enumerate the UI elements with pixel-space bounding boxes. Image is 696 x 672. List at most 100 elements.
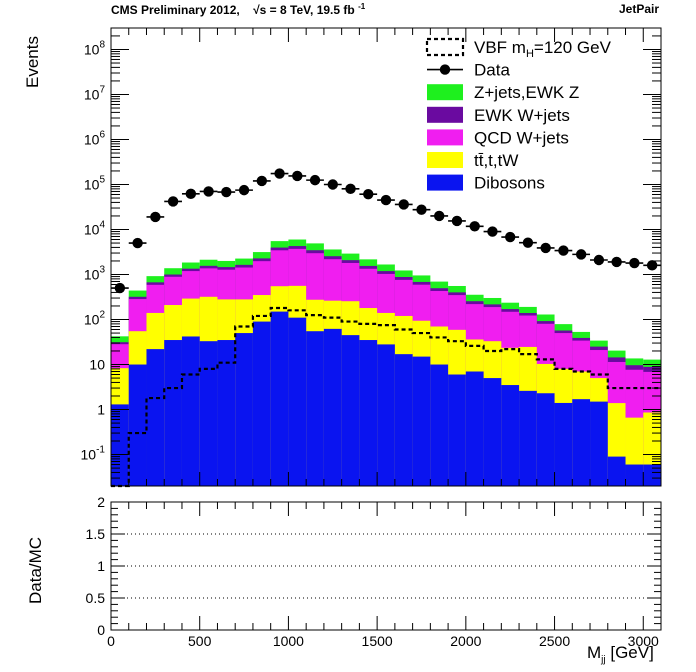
data-point-20 bbox=[469, 221, 480, 232]
data-point-11 bbox=[309, 174, 321, 186]
bar-0-9 bbox=[270, 311, 289, 486]
main-frame-layer bbox=[110, 27, 662, 487]
legend-swatch-6 bbox=[427, 174, 463, 191]
bar-0-27 bbox=[590, 401, 608, 486]
main-ytick-label-6: 105 bbox=[84, 174, 106, 192]
data-point-9 bbox=[274, 168, 285, 179]
bar-0-16 bbox=[394, 354, 413, 486]
legend-label-2: Z+jets,EWK Z bbox=[474, 83, 579, 102]
bar-0-1 bbox=[128, 364, 147, 486]
data-point-4 bbox=[185, 188, 197, 200]
main-plot-frame bbox=[110, 27, 662, 487]
main-ytick-label-2: 10 bbox=[89, 357, 105, 373]
data-points-layer bbox=[111, 168, 661, 294]
legend-swatch-3 bbox=[427, 106, 463, 123]
stacked-histogram-layer bbox=[111, 239, 661, 486]
bar-0-24 bbox=[536, 393, 555, 486]
bar-0-22 bbox=[501, 385, 520, 486]
ratio-ytick-label-2: 1 bbox=[97, 558, 105, 574]
bar-0-5 bbox=[199, 341, 218, 486]
legend-swatch-2 bbox=[427, 84, 463, 101]
data-point-5 bbox=[203, 186, 214, 197]
bar-0-12 bbox=[323, 328, 342, 486]
data-point-30 bbox=[646, 260, 658, 271]
bar-0-0 bbox=[111, 404, 129, 486]
data-point-18 bbox=[434, 210, 445, 222]
main-ytick-label-0: 10-1 bbox=[81, 445, 106, 463]
xtick-label-0: 0 bbox=[107, 633, 115, 649]
bar-0-11 bbox=[306, 331, 324, 486]
bar-0-25 bbox=[554, 402, 573, 486]
legend-label-6: Dibosons bbox=[474, 174, 545, 193]
header-energy-sup: -1 bbox=[358, 2, 366, 11]
ratio-ytick-label-0: 0 bbox=[97, 622, 105, 638]
data-point-13 bbox=[345, 183, 356, 195]
legend-swatch-5 bbox=[427, 152, 463, 168]
bar-0-2 bbox=[146, 349, 165, 486]
ratio-ytick-label-3: 1.5 bbox=[86, 526, 106, 542]
legend-label-1: Data bbox=[474, 61, 510, 80]
signal-series-line bbox=[111, 306, 661, 488]
header-energy: √s = 8 TeV, 19.5 fb bbox=[253, 3, 355, 17]
legend-swatch-0 bbox=[425, 37, 465, 57]
bar-0-20 bbox=[465, 371, 484, 486]
data-point-6 bbox=[221, 186, 232, 198]
data-point-19 bbox=[451, 215, 463, 227]
xtick-label-2: 1000 bbox=[273, 633, 304, 649]
data-point-14 bbox=[363, 188, 374, 200]
data-point-1 bbox=[132, 237, 143, 249]
data-point-27 bbox=[593, 254, 605, 266]
data-point-15 bbox=[380, 194, 392, 206]
ratio-ytick-label-4: 2 bbox=[97, 494, 105, 510]
data-point-28 bbox=[611, 256, 622, 268]
bar-0-29 bbox=[625, 464, 644, 486]
data-point-3 bbox=[167, 196, 179, 207]
main-ytick-label-4: 103 bbox=[84, 265, 106, 283]
header-left: CMS Preliminary 2012, √s = 8 TeV, 19.5 f… bbox=[111, 2, 365, 17]
main-y-axis-title: Events bbox=[23, 36, 42, 88]
bar-0-6 bbox=[217, 340, 236, 486]
xtick-label-3: 1500 bbox=[362, 633, 393, 649]
main-ytick-label-7: 106 bbox=[84, 129, 106, 147]
data-point-21 bbox=[487, 226, 498, 237]
signal-histogram-layer bbox=[111, 306, 661, 488]
data-point-24 bbox=[540, 242, 551, 254]
bar-0-7 bbox=[235, 333, 253, 486]
legend-label-5: tt̄,t,tW bbox=[474, 151, 518, 170]
data-point-2 bbox=[150, 211, 161, 223]
xtick-label-1: 500 bbox=[188, 633, 212, 649]
data-point-25 bbox=[558, 245, 569, 256]
bar-0-23 bbox=[519, 390, 537, 486]
bar-0-30 bbox=[643, 464, 661, 486]
bar-0-19 bbox=[448, 374, 466, 486]
legend-label-4: QCD W+jets bbox=[474, 128, 569, 147]
xtick-label-4: 2000 bbox=[450, 633, 481, 649]
bar-0-14 bbox=[359, 340, 378, 486]
header-experiment: CMS Preliminary 2012, bbox=[111, 3, 240, 17]
main-ytick-label-3: 102 bbox=[84, 310, 106, 328]
xtick-label-5: 2500 bbox=[539, 633, 570, 649]
main-ytick-label-9: 108 bbox=[84, 39, 106, 57]
bar-0-28 bbox=[607, 456, 626, 486]
header-right: JetPair bbox=[618, 2, 659, 16]
data-point-7 bbox=[238, 184, 250, 196]
data-point-23 bbox=[522, 237, 534, 248]
legend-label-0: VBF mH=120 GeV bbox=[474, 38, 612, 60]
main-ytick-label-1: 1 bbox=[97, 402, 105, 418]
bar-0-18 bbox=[430, 364, 449, 486]
xtick-label-6: 3000 bbox=[628, 633, 659, 649]
data-point-29 bbox=[629, 257, 640, 269]
data-point-10 bbox=[292, 170, 303, 182]
main-ytick-label-5: 104 bbox=[84, 220, 106, 238]
legend-label-3: EWK W+jets bbox=[474, 106, 570, 125]
data-point-12 bbox=[327, 179, 338, 190]
data-point-8 bbox=[256, 175, 268, 187]
main-ytick-label-8: 107 bbox=[84, 84, 106, 102]
ratio-ytick-label-1: 0.5 bbox=[86, 590, 106, 606]
ratio-frame-layer bbox=[110, 501, 662, 631]
bar-0-15 bbox=[377, 344, 395, 486]
ratio-plot-frame bbox=[110, 501, 662, 631]
bar-0-3 bbox=[164, 340, 182, 486]
